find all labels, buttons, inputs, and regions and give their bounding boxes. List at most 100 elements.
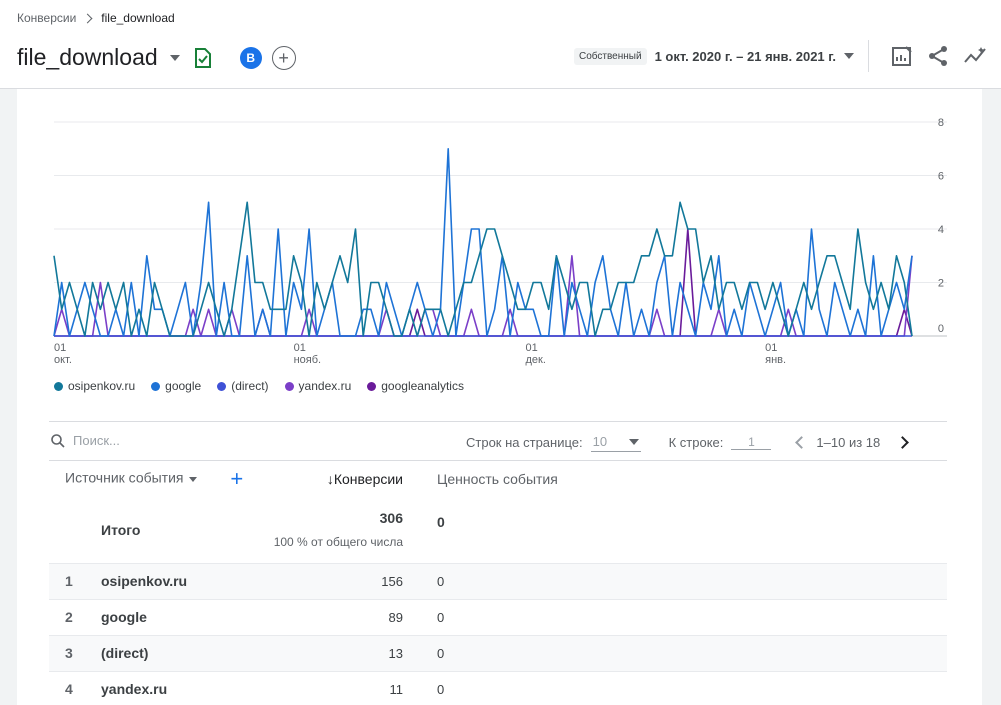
x-tick-label: дек. xyxy=(526,354,546,366)
dropdown-caret-icon xyxy=(188,476,197,482)
y-tick-label: 4 xyxy=(938,224,944,236)
insights-icon[interactable] xyxy=(963,45,987,67)
legend-dot-icon xyxy=(284,381,294,391)
column-header-value[interactable]: Ценность события xyxy=(437,471,558,487)
divider xyxy=(868,40,869,72)
row-conversions: 13 xyxy=(259,634,419,671)
row-source[interactable]: 2 google xyxy=(49,598,259,635)
chevron-down-icon xyxy=(628,438,639,445)
legend-dot-icon xyxy=(367,381,377,391)
rows-per-page-control: Строк на странице: 10 К строке: 1–10 из … xyxy=(466,432,910,452)
report-card: 8 6 4 2 0 01 окт. 01 нояб. 01 дек. 01 янв. osipenkov… xyxy=(17,89,982,705)
search-input[interactable] xyxy=(73,433,273,448)
row-source-label: google xyxy=(101,609,147,625)
row-index: 3 xyxy=(65,645,73,661)
table-header-row: Источник события + ↓Конверсии Ценность с… xyxy=(49,461,947,497)
legend-label: osipenkov.ru xyxy=(68,379,136,393)
goto-row-input[interactable] xyxy=(731,434,772,450)
x-tick-label: 01 xyxy=(54,342,66,354)
column-header-source-label: Источник события xyxy=(65,469,184,486)
totals-value: 0 xyxy=(419,497,947,563)
customize-report-icon[interactable] xyxy=(891,45,913,67)
row-source[interactable]: 3 (direct) xyxy=(49,634,259,671)
table-toolbar: Строк на странице: 10 К строке: 1–10 из … xyxy=(49,421,947,461)
legend-item[interactable]: osipenkov.ru xyxy=(54,379,135,393)
y-tick-label: 0 xyxy=(938,323,944,335)
goto-row-control: К строке: xyxy=(669,434,772,450)
legend-dot-icon xyxy=(217,381,227,391)
x-tick-label: 01 xyxy=(526,342,538,354)
share-icon[interactable] xyxy=(927,45,949,67)
pagination-range: 1–10 из 18 xyxy=(816,434,881,450)
y-tick-label: 2 xyxy=(938,278,944,290)
x-tick-label: окт. xyxy=(54,354,72,366)
row-source[interactable]: 4 yandex.ru xyxy=(49,670,259,705)
x-tick-label: 01 xyxy=(294,342,306,354)
search-box xyxy=(51,433,273,448)
row-conversions: 156 xyxy=(259,562,419,599)
row-source-label: (direct) xyxy=(101,645,149,661)
legend-label: yandex.ru xyxy=(298,379,352,393)
totals-label: Итого xyxy=(101,521,141,538)
legend-item[interactable]: (direct) xyxy=(217,379,269,393)
y-tick-label: 8 xyxy=(938,117,944,129)
y-tick-label: 6 xyxy=(938,171,944,183)
table-row[interactable]: 2 google 89 0 xyxy=(49,598,947,635)
table-row[interactable]: 4 yandex.ru 11 0 xyxy=(49,670,947,705)
rows-per-page-select[interactable]: 10 xyxy=(590,432,641,452)
chevron-right-icon xyxy=(82,13,93,23)
series-line-osipenkov-ru[interactable] xyxy=(53,201,913,337)
totals-row: Итого 306 100 % от общего числа 0 xyxy=(49,497,947,563)
breadcrumb-parent[interactable]: Конверсии xyxy=(17,11,77,25)
row-index: 2 xyxy=(65,609,73,625)
chevron-right-icon[interactable] xyxy=(896,435,910,449)
row-source-label: yandex.ru xyxy=(101,681,168,698)
legend-item[interactable]: googleanalytics xyxy=(367,379,464,393)
table-row[interactable]: 1 osipenkov.ru 156 0 xyxy=(49,562,947,599)
series-line-google[interactable] xyxy=(53,147,913,337)
chevron-down-icon[interactable] xyxy=(844,53,854,59)
x-tick-label: 01 xyxy=(765,342,777,354)
date-range-picker[interactable]: 1 окт. 2020 г. – 21 янв. 2021 г. xyxy=(654,48,836,64)
comparison-avatar[interactable]: B xyxy=(239,46,262,69)
row-value: 0 xyxy=(419,562,947,599)
row-value: 0 xyxy=(419,670,947,705)
add-dimension-icon[interactable]: + xyxy=(230,466,244,491)
legend-dot-icon xyxy=(151,381,161,391)
totals-value-number: 0 xyxy=(437,514,445,530)
totals-conversions-value: 306 xyxy=(379,510,403,527)
row-value: 0 xyxy=(419,634,947,671)
report-header: Конверсии file_download file_download B … xyxy=(0,0,1001,89)
column-header-conversions[interactable]: ↓Конверсии xyxy=(326,471,403,487)
rows-per-page-label: Строк на странице: xyxy=(466,434,583,450)
verified-check-icon[interactable] xyxy=(194,47,212,68)
pagination: 1–10 из 18 xyxy=(795,434,910,450)
property-badge: Собственный xyxy=(574,47,647,65)
row-source[interactable]: 1 osipenkov.ru xyxy=(49,562,259,599)
x-tick-label: нояб. xyxy=(294,354,322,366)
data-table: Источник события + ↓Конверсии Ценность с… xyxy=(49,461,947,705)
row-index: 1 xyxy=(65,573,73,589)
totals-conversions-share: 100 % от общего числа xyxy=(273,535,403,550)
legend-dot-icon xyxy=(54,381,63,391)
chart-legend: osipenkov.ru google (direct) yandex.ru googl… xyxy=(54,379,464,393)
legend-label: google xyxy=(165,379,202,393)
chevron-left-icon[interactable] xyxy=(795,435,809,449)
search-icon xyxy=(51,433,65,448)
table-row[interactable]: 3 (direct) 13 0 xyxy=(49,634,947,671)
row-source-label: osipenkov.ru xyxy=(101,573,188,589)
row-index: 4 xyxy=(65,681,73,698)
breadcrumb-current: file_download xyxy=(101,11,175,25)
add-comparison-icon[interactable]: + xyxy=(271,45,296,70)
title-row: file_download B + xyxy=(17,44,296,71)
dropdown-caret-icon[interactable] xyxy=(169,54,180,61)
legend-item[interactable]: yandex.ru xyxy=(284,379,352,393)
legend-label: (direct) xyxy=(231,379,269,393)
header-tools: Собственный 1 окт. 2020 г. – 21 янв. 202… xyxy=(574,40,987,72)
legend-label: googleanalytics xyxy=(381,379,464,393)
totals-conversions: 306 100 % от общего числа xyxy=(259,497,419,563)
breadcrumb: Конверсии file_download xyxy=(17,11,175,25)
column-header-source[interactable]: Источник события + xyxy=(49,461,259,497)
legend-item[interactable]: google xyxy=(151,379,201,393)
row-value: 0 xyxy=(419,598,947,635)
